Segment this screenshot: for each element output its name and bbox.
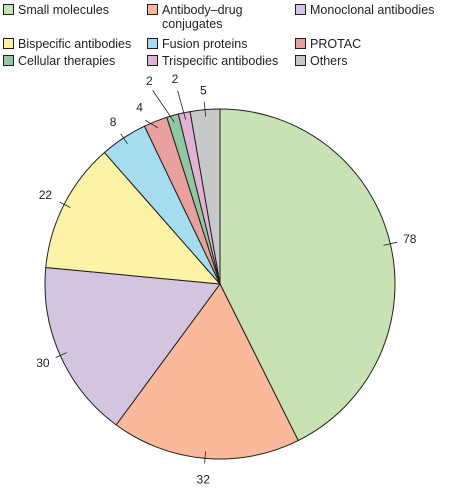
data-label-cellular-therapies: 2 bbox=[146, 74, 153, 88]
legend-label-cellular-therapies: Cellular therapies bbox=[18, 54, 116, 68]
data-label-protac: 4 bbox=[136, 100, 143, 114]
legend-label-bispecific-antibodies: Bispecific antibodies bbox=[18, 37, 132, 51]
legend-swatch-antibody-drug-conjugates bbox=[147, 4, 158, 15]
legend-label-antibody-drug-conjugates: Antibody–drug conjugates bbox=[162, 3, 243, 31]
legend-label-trispecific-antibodies: Trispecific antibodies bbox=[162, 54, 279, 68]
legend-swatch-trispecific-antibodies bbox=[147, 55, 158, 66]
data-label-trispecific-antibodies: 2 bbox=[172, 72, 179, 86]
legend-swatch-cellular-therapies bbox=[3, 55, 14, 66]
legend-swatch-others bbox=[295, 55, 306, 66]
legend-item-bispecific-antibodies: Bispecific antibodies bbox=[3, 37, 131, 51]
legend-item-fusion-proteins: Fusion proteins bbox=[147, 37, 247, 51]
leader-line-antibody-drug-conjugates bbox=[204, 451, 206, 464]
data-label-others: 5 bbox=[200, 84, 207, 98]
legend-swatch-fusion-proteins bbox=[147, 38, 158, 49]
leader-line-cellular-therapies bbox=[152, 90, 175, 123]
data-label-small-molecules: 78 bbox=[403, 232, 417, 246]
data-label-monoclonal-antibodies: 30 bbox=[36, 356, 50, 370]
legend-label-small-molecules: Small molecules bbox=[18, 3, 110, 17]
legend-item-antibody-drug-conjugates: Antibody–drug conjugates bbox=[147, 3, 243, 31]
legend-label-protac: PROTAC bbox=[310, 37, 362, 51]
legend-item-monoclonal-antibodies: Monoclonal antibodies bbox=[295, 3, 434, 17]
leader-line-protac bbox=[145, 119, 159, 129]
leader-line-small-molecules bbox=[383, 241, 398, 246]
data-label-fusion-proteins: 8 bbox=[110, 115, 117, 129]
legend-label-fusion-proteins: Fusion proteins bbox=[162, 37, 248, 51]
legend-item-cellular-therapies: Cellular therapies bbox=[3, 54, 115, 68]
legend-swatch-bispecific-antibodies bbox=[3, 38, 14, 49]
legend-item-protac: PROTAC bbox=[295, 37, 361, 51]
legend-item-small-molecules: Small molecules bbox=[3, 3, 109, 17]
legend-item-others: Others bbox=[295, 54, 348, 68]
leader-line-fusion-proteins bbox=[120, 133, 128, 145]
data-label-bispecific-antibodies: 22 bbox=[39, 188, 53, 202]
legend-swatch-monoclonal-antibodies bbox=[295, 4, 306, 15]
legend-label-others: Others bbox=[310, 54, 348, 68]
leader-line-monoclonal-antibodies bbox=[55, 352, 67, 358]
leader-line-bispecific-antibodies bbox=[59, 201, 71, 208]
legend-swatch-small-molecules bbox=[3, 4, 14, 15]
legend-label-monoclonal-antibodies: Monoclonal antibodies bbox=[310, 3, 435, 17]
leader-line-trispecific-antibodies bbox=[177, 90, 187, 120]
data-label-antibody-drug-conjugates: 32 bbox=[197, 472, 211, 486]
leader-line-others bbox=[203, 101, 206, 117]
legend-item-trispecific-antibodies: Trispecific antibodies bbox=[147, 54, 278, 68]
legend-swatch-protac bbox=[295, 38, 306, 49]
